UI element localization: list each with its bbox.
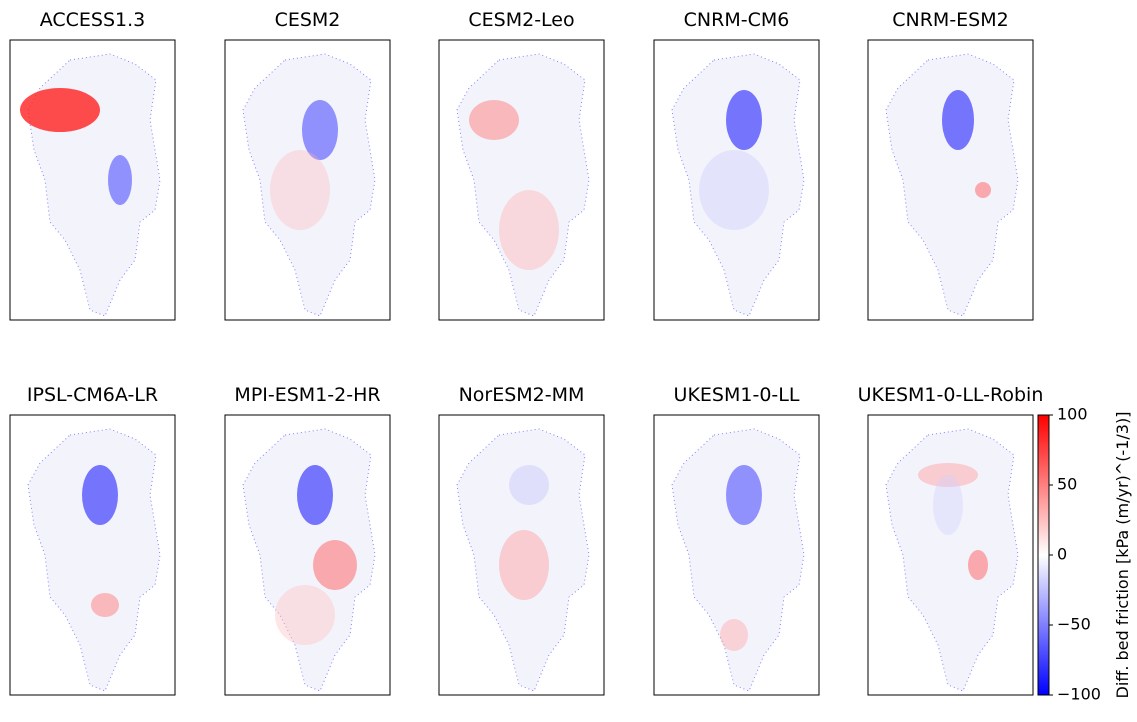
anomaly — [20, 88, 100, 132]
panel-title: UKESM1-0-LL — [674, 384, 800, 406]
map-panel — [653, 414, 820, 696]
panel-title: CNRM-ESM2 — [892, 9, 1008, 31]
colorbar-tick-label: 0 — [1057, 545, 1067, 564]
colorbar-tick-label: −50 — [1057, 615, 1091, 634]
map-panel — [438, 39, 605, 321]
anomaly — [469, 100, 519, 140]
ice-sheet — [456, 53, 590, 317]
panel-frame — [224, 414, 391, 696]
panel-frame — [653, 39, 820, 321]
anomaly — [297, 465, 333, 525]
panel-title: CESM2 — [275, 9, 341, 31]
panel-frame — [224, 39, 391, 321]
map-panel — [438, 414, 605, 696]
anomaly — [82, 465, 118, 525]
ice-sheet — [885, 53, 1019, 317]
anomaly — [942, 90, 974, 150]
map-panel — [224, 39, 391, 321]
anomaly — [270, 150, 330, 230]
anomaly — [499, 530, 549, 600]
anomaly — [699, 150, 769, 230]
colorbar — [1037, 414, 1050, 696]
map-panel — [9, 414, 176, 696]
anomaly — [499, 190, 559, 270]
panel-title: CESM2-Leo — [468, 9, 574, 31]
anomaly — [302, 100, 338, 160]
map-panel — [224, 414, 391, 696]
panel-title: UKESM1-0-LL-Robin — [858, 384, 1044, 406]
colorbar-label: Diff. bed friction [kPa (m/yr)^(-1/3)] — [1113, 412, 1132, 699]
map-panel — [653, 39, 820, 321]
panel-frame — [653, 414, 820, 696]
anomaly — [91, 593, 119, 617]
anomaly — [509, 465, 549, 505]
ice-sheet — [456, 428, 590, 692]
panel-title: ACCESS1.3 — [40, 9, 146, 31]
ice-sheet — [242, 53, 376, 317]
anomaly — [975, 182, 991, 198]
panel-title: MPI-ESM1-2-HR — [234, 384, 380, 406]
ice-sheet — [671, 53, 805, 317]
anomaly — [933, 475, 963, 535]
colorbar-tick-label: −100 — [1057, 685, 1101, 704]
map-panel — [867, 39, 1034, 321]
panel-title: IPSL-CM6A-LR — [27, 384, 158, 406]
ice-sheet — [885, 428, 1019, 692]
panel-frame — [867, 39, 1034, 321]
anomaly — [720, 619, 748, 651]
panel-frame — [9, 39, 176, 321]
panel-frame — [438, 39, 605, 321]
anomaly — [726, 90, 762, 150]
anomaly — [918, 463, 978, 487]
map-panel — [867, 414, 1034, 696]
panel-title: CNRM-CM6 — [684, 9, 790, 31]
panel-frame — [867, 414, 1034, 696]
panel-title: NorESM2-MM — [459, 384, 585, 406]
panel-frame — [9, 414, 176, 696]
colorbar-tick-label: 50 — [1057, 475, 1077, 494]
map-panel — [9, 39, 176, 321]
colorbar-tick-label: 100 — [1057, 405, 1088, 424]
ice-sheet — [671, 428, 805, 692]
anomaly — [726, 465, 762, 525]
anomaly — [275, 585, 335, 645]
panel-frame — [438, 414, 605, 696]
anomaly — [968, 550, 988, 580]
ice-sheet — [242, 428, 376, 692]
anomaly — [108, 155, 132, 205]
ice-sheet — [27, 428, 161, 692]
anomaly — [313, 540, 357, 590]
